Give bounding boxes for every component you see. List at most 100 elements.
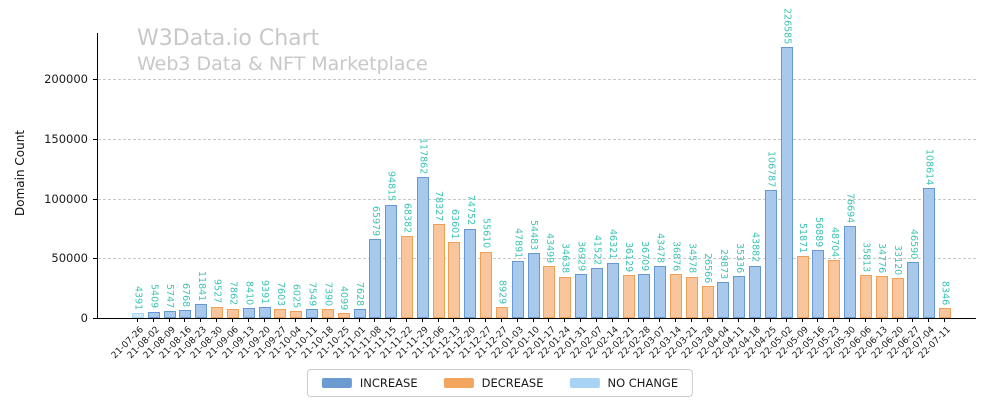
bar-value-label: 74752 <box>464 195 476 226</box>
bar-value-label: 94815 <box>385 171 397 202</box>
legend-label: DECREASE <box>481 376 544 390</box>
x-tick-mark <box>295 319 297 322</box>
x-tick-mark <box>880 319 882 322</box>
bar-value-label: 43499 <box>543 232 555 264</box>
bar-increase <box>511 260 524 318</box>
x-tick-mark <box>184 319 186 322</box>
bar-decrease <box>495 307 508 318</box>
bar-increase <box>923 188 936 318</box>
plot-area: 4391 5409 5747 6768 11841 9527 7862 8410 9391 760… <box>97 8 976 319</box>
bar-value-label: 43478 <box>654 232 666 264</box>
x-tick-mark <box>247 319 249 322</box>
bar-decrease <box>701 286 714 318</box>
x-tick-mark <box>326 319 328 322</box>
legend-item-no_change: NO CHANGE <box>569 376 678 390</box>
bar-increase <box>654 266 667 318</box>
bar-value-label: 7603 <box>274 281 286 306</box>
bar-value-label: 41522 <box>591 235 603 266</box>
bar-value-label: 63601 <box>448 208 460 239</box>
legend-label: INCREASE <box>359 376 418 390</box>
bar-increase <box>764 190 777 318</box>
bar-decrease <box>796 256 809 318</box>
bar-value-label: 8929 <box>496 280 508 305</box>
x-tick-mark <box>817 319 819 322</box>
bar-increase <box>844 226 857 318</box>
x-tick-mark <box>659 319 661 322</box>
x-tick-mark <box>342 319 344 322</box>
x-tick-mark <box>690 319 692 322</box>
bar-value-label: 48704 <box>828 226 840 257</box>
x-tick-mark <box>216 319 218 322</box>
bar-decrease <box>685 276 698 318</box>
x-tick-mark <box>675 319 677 322</box>
x-tick-mark <box>785 319 787 322</box>
bar-decrease <box>875 276 888 318</box>
x-tick-mark <box>769 319 771 322</box>
bar-decrease <box>321 309 334 318</box>
bar-value-label: 5747 <box>164 283 176 309</box>
x-tick-mark <box>469 319 471 322</box>
bar-increase <box>242 307 255 318</box>
bar-increase <box>258 306 271 318</box>
bar-value-label: 35336 <box>733 242 745 273</box>
x-tick-mark <box>864 319 866 322</box>
bar-value-label: 34638 <box>559 243 571 274</box>
bar-value-label: 29873 <box>717 249 729 280</box>
bar-value-label: 108614 <box>923 148 935 186</box>
bar-value-label: 106787 <box>765 151 777 188</box>
x-tick-mark <box>137 319 138 322</box>
legend-label: NO CHANGE <box>607 376 679 390</box>
bar-decrease <box>891 278 904 318</box>
bar-value-label: 34776 <box>876 243 888 274</box>
x-tick-mark <box>516 319 518 322</box>
bar-value-label: 5409 <box>148 284 160 309</box>
bar-value-label: 26566 <box>702 253 714 284</box>
bar-value-label: 33120 <box>892 245 904 276</box>
bar-value-label: 6768 <box>179 282 191 307</box>
x-tick-mark <box>152 319 154 322</box>
bar-increase <box>717 282 730 318</box>
bar-value-label: 7862 <box>227 281 239 306</box>
legend-item-increase: INCREASE <box>321 376 418 390</box>
bar-increase <box>780 47 793 318</box>
bar-decrease <box>939 308 952 318</box>
bar-increase <box>606 262 619 318</box>
legend: INCREASE DECREASE NO CHANGE <box>306 369 694 397</box>
bar-decrease <box>274 308 287 318</box>
bar-decrease <box>337 313 350 318</box>
legend-swatch-no_change <box>569 378 600 388</box>
x-tick-mark <box>532 319 534 322</box>
chart-subtitle: Web3 Data & NFT Marketplace <box>137 53 428 75</box>
x-tick-mark <box>231 319 233 322</box>
y-tick-label: 100000 <box>44 191 88 206</box>
x-tick-mark <box>500 319 502 322</box>
bar-increase <box>638 274 651 318</box>
bar-increase <box>147 311 160 318</box>
bar-value-label: 7549 <box>306 281 318 306</box>
x-tick-mark <box>722 319 724 322</box>
x-tick-mark <box>580 319 582 322</box>
bar-value-label: 8410 <box>243 280 255 305</box>
x-tick-mark <box>421 319 423 322</box>
bar-value-label: 117862 <box>417 137 429 175</box>
bar-increase <box>195 303 208 318</box>
bar-no_change <box>132 312 144 318</box>
y-tick-label: 0 <box>80 311 88 325</box>
x-tick-mark <box>358 319 360 322</box>
x-tick-mark <box>437 319 439 322</box>
y-tick-mark <box>93 318 97 319</box>
y-tick-label: 150000 <box>44 131 88 146</box>
x-tick-mark <box>374 319 376 322</box>
y-tick-mark <box>93 79 97 80</box>
bar-increase <box>590 268 603 318</box>
bar-decrease <box>432 224 445 318</box>
y-gridline <box>98 79 976 80</box>
bar-value-label: 55610 <box>480 218 492 249</box>
y-tick-mark <box>93 258 97 260</box>
bar-decrease <box>226 308 239 318</box>
bar-value-label: 78327 <box>433 191 445 222</box>
bar-value-label: 36929 <box>575 240 587 271</box>
x-tick-mark <box>406 319 407 322</box>
bar-decrease <box>480 251 493 318</box>
legend-swatch-decrease <box>443 378 474 388</box>
